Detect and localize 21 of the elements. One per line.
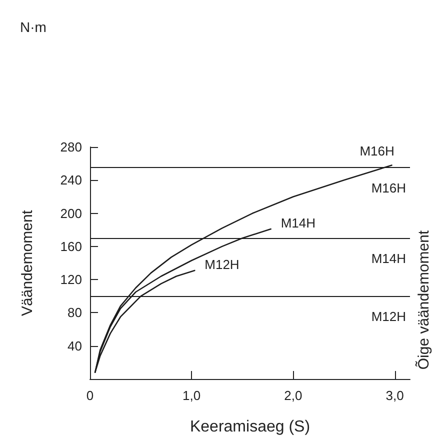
y2-axis-title: Õige väändemoment [414,230,432,370]
y-tick-label: 160 [60,238,82,254]
series-label: M12H [204,256,240,272]
series-label: M14H [280,216,316,231]
x-tick-label: 2,0 [284,388,302,403]
text: N·m [20,19,46,35]
y-tick-label: 40 [68,338,82,354]
ref-line-label: M14H [371,251,406,266]
y-axis-title: Väändemoment [19,209,36,316]
ref-line-label: M16H [371,180,406,196]
series-label: M16H [360,144,394,159]
x-axis-title: Keeramisaeg (S) [190,418,310,436]
x-tick-label: 0 [86,388,94,403]
y-tick-label: 80 [68,305,82,320]
x-tick-label: 1,0 [182,388,201,403]
y-tick-label: 280 [60,140,82,154]
y-tick-label: 240 [60,172,82,188]
ref-line-label: M12H [371,309,406,324]
y-tick-label: 200 [60,206,82,221]
y-tick-label: 120 [60,272,82,288]
x-tick-label: 3,0 [386,388,404,403]
